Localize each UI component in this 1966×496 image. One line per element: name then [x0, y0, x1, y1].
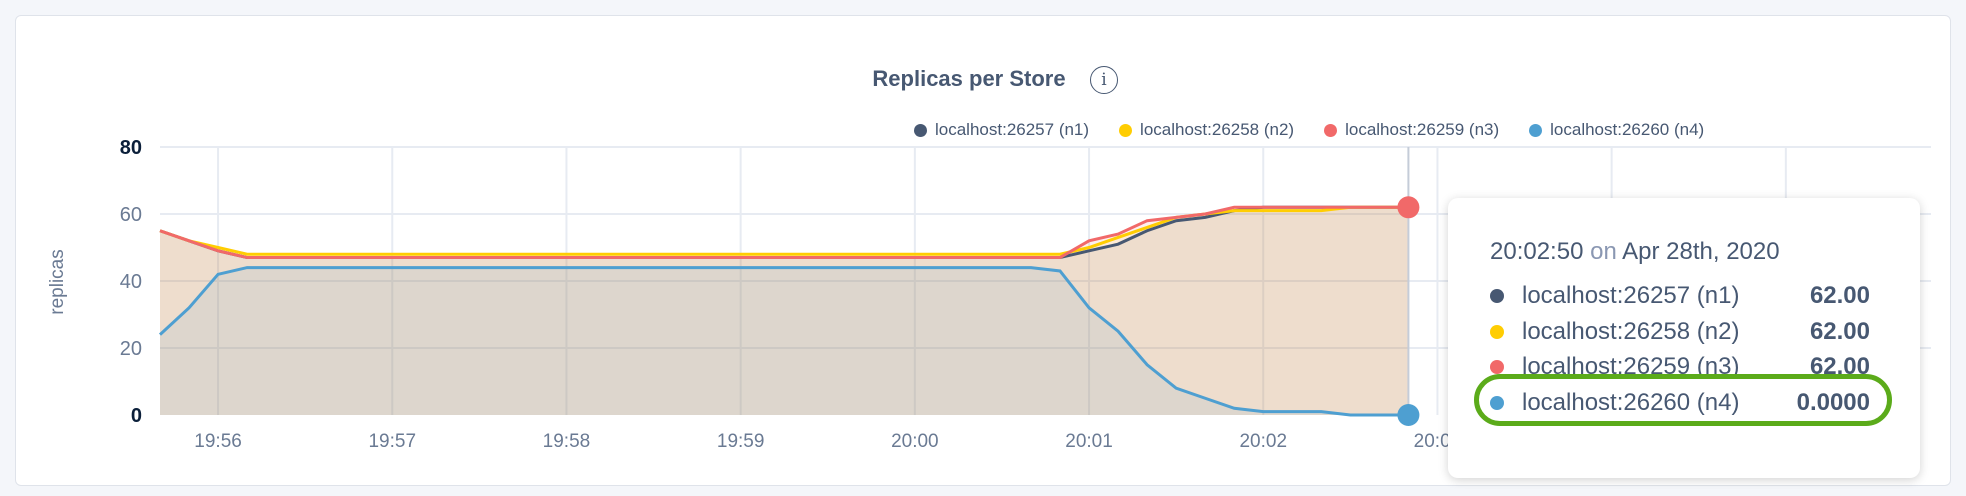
tooltip-row: localhost:26258 (n2) 62.00 — [1490, 318, 1870, 346]
info-icon[interactable]: i — [1090, 66, 1118, 94]
series-line — [159, 205, 1409, 260]
x-tick-label: 19:58 — [543, 431, 591, 452]
y-tick-label: 0 — [131, 405, 142, 427]
y-axis-label: replicas — [47, 249, 68, 314]
hover-point — [1397, 404, 1420, 426]
legend: localhost:26257 (n1) localhost:26258 (n2… — [914, 120, 1704, 140]
series-area — [160, 267, 1409, 415]
tooltip-time: 20:02:50 — [1490, 238, 1584, 265]
legend-dot — [1529, 123, 1543, 137]
legend-dot — [1119, 123, 1133, 137]
x-tick-label: 20:01 — [1065, 431, 1113, 452]
x-tick-label: 19:59 — [717, 431, 765, 452]
x-tick-label: 20:02 — [1239, 431, 1287, 452]
series-area — [160, 207, 1409, 415]
tooltip-date: Apr 28th, 2020 — [1622, 238, 1780, 265]
tooltip-label: localhost:26258 (n2) — [1522, 318, 1740, 345]
chart-title: Replicas per Store — [872, 66, 1066, 91]
tooltip-value: 62.00 — [1809, 318, 1870, 345]
y-tick-label: 60 — [120, 204, 142, 226]
legend-item-n2[interactable]: localhost:26258 (n2) — [1119, 120, 1294, 140]
tooltip-value: 62.00 — [1809, 282, 1870, 309]
legend-label: localhost:26259 (n3) — [1345, 120, 1500, 139]
legend-item-n1[interactable]: localhost:26257 (n1) — [914, 120, 1089, 140]
legend-label: localhost:26260 (n4) — [1550, 120, 1705, 139]
legend-dot — [1324, 123, 1338, 137]
tooltip-timestamp: 20:02:50 on Apr 28th, 2020 — [1490, 238, 1780, 266]
tooltip: 20:02:50 on Apr 28th, 2020 localhost:262… — [1448, 198, 1920, 478]
tooltip-row: localhost:26257 (n1) 62.00 — [1490, 282, 1870, 310]
tooltip-on: on — [1590, 238, 1617, 265]
legend-label: localhost:26257 (n1) — [935, 120, 1090, 139]
series-dot — [1490, 289, 1504, 303]
series-dot — [1490, 360, 1504, 374]
series-area — [160, 207, 1409, 415]
x-tick-label: 19:56 — [194, 431, 242, 452]
y-tick-label: 80 — [120, 137, 142, 159]
y-tick-label: 40 — [120, 271, 142, 293]
series-area — [160, 207, 1409, 415]
legend-label: localhost:26258 (n2) — [1140, 120, 1295, 139]
y-tick-label: 20 — [120, 338, 142, 360]
legend-dot — [914, 123, 927, 137]
tooltip-label: localhost:26260 (n4) — [1522, 389, 1740, 416]
x-tick-label: 19:57 — [368, 431, 416, 452]
legend-item-n3[interactable]: localhost:26259 (n3) — [1324, 120, 1499, 140]
highlight-outline — [1474, 374, 1892, 426]
series-line — [158, 266, 1409, 417]
tooltip-value: 0.0000 — [1796, 389, 1870, 416]
tooltip-label: localhost:26257 (n1) — [1522, 282, 1740, 309]
hover-point — [1397, 196, 1420, 219]
x-tick-label: 20:00 — [891, 431, 939, 452]
series-dot — [1490, 325, 1504, 339]
legend-item-n4[interactable]: localhost:26260 (n4) — [1529, 120, 1704, 140]
